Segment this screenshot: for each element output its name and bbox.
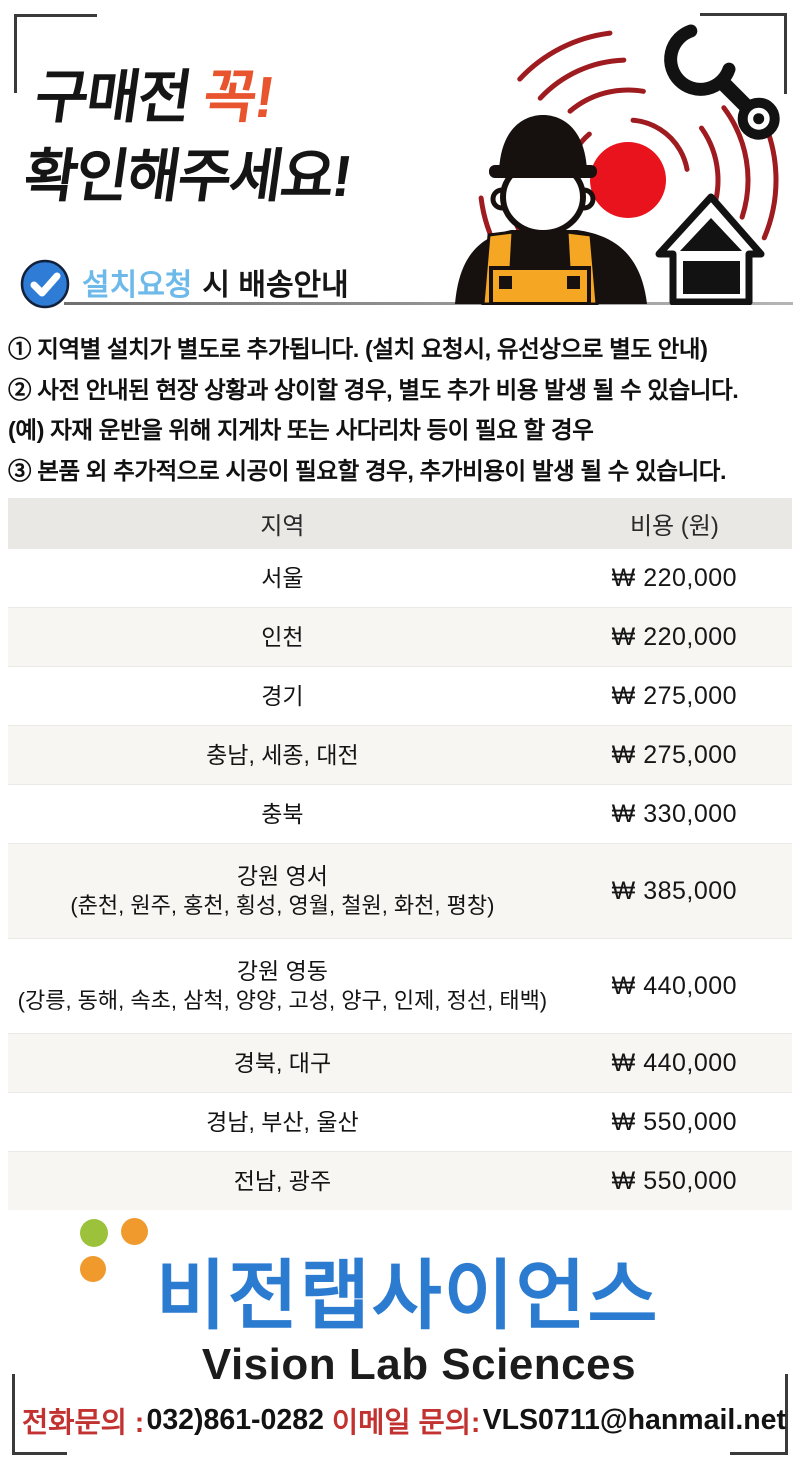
table-header-row: 지역 비용 (원) [8, 498, 792, 548]
region-name: 충북 [261, 801, 304, 827]
table-row: 강원 영동 (강릉, 동해, 속초, 삼척, 양양, 고성, 양구, 인제, 정선… [8, 938, 792, 1033]
table-row: 인천 ₩ 220,000 [8, 607, 792, 666]
cost-cell: ₩ 275,000 [611, 681, 738, 710]
wrench-icon [664, 24, 780, 140]
cost-cell: ₩ 440,000 [611, 1048, 738, 1077]
cost-cell: ₩ 550,000 [611, 1107, 738, 1136]
region-cell: 강원 영서 (춘천, 원주, 홍천, 횡성, 영월, 철원, 화천, 평창) [8, 861, 557, 921]
cost-cell: ₩ 550,000 [611, 1166, 738, 1195]
region-name: 강원 영서 [236, 863, 328, 889]
region-cell: 경기 [8, 681, 557, 711]
frame-bracket-top-left [14, 14, 97, 93]
title-line-1: 구매전 꼭! [30, 58, 367, 137]
table-row: 서울 ₩ 220,000 [8, 548, 792, 607]
table-row: 충남, 세종, 대전 ₩ 275,000 [8, 725, 792, 784]
frame-bracket-bottom-right [730, 1374, 788, 1455]
table-row: 경남, 부산, 울산 ₩ 550,000 [8, 1092, 792, 1151]
contact-line: 전화문의 : 032)861-0282 이메일 문의: VLS0711@hanm… [22, 1400, 786, 1441]
note-line-1: ① 지역별 설치가 별도로 추가됩니다. (설치 요청시, 유선상으로 별도 안… [8, 336, 708, 362]
region-name: 전남, 광주 [233, 1168, 332, 1194]
region-name: 인천 [261, 624, 304, 650]
region-cell: 인천 [8, 622, 557, 652]
region-cell: 서울 [8, 563, 557, 593]
page-title: 구매전 꼭! 확인해주세요! [19, 58, 367, 216]
house-icon [655, 193, 765, 305]
logo-dot-orange-bottom-icon [80, 1256, 106, 1282]
phone-label: 전화문의 : [22, 1407, 145, 1439]
badge-underline [64, 302, 793, 305]
logo-dot-orange-top-icon [121, 1218, 148, 1245]
table-row: 경북, 대구 ₩ 440,000 [8, 1033, 792, 1092]
badge-highlight-text: 설치요청 [82, 269, 193, 302]
note-line-3: (예) 자재 운반을 위해 지게차 또는 사다리차 등이 필요 할 경우 [8, 417, 594, 443]
table-row: 전남, 광주 ₩ 550,000 [8, 1151, 792, 1210]
frame-bracket-top-right [700, 13, 787, 94]
region-cell: 강원 영동 (강릉, 동해, 속초, 삼척, 양양, 고성, 양구, 인제, 정선… [8, 956, 557, 1016]
construction-worker-icon [455, 115, 647, 305]
cost-cell: ₩ 330,000 [611, 799, 738, 828]
email-label: 이메일 문의: [331, 1407, 481, 1439]
cost-cell: ₩ 440,000 [611, 971, 738, 1000]
region-name: 경남, 부산, 울산 [206, 1109, 359, 1135]
region-cell: 경남, 부산, 울산 [8, 1107, 557, 1137]
cost-cell: ₩ 385,000 [611, 876, 738, 905]
region-detail: (강릉, 동해, 속초, 삼척, 양양, 고성, 양구, 인제, 정선, 태백) [17, 988, 548, 1013]
installation-illustration [455, 24, 780, 305]
region-cell: 경북, 대구 [8, 1048, 557, 1078]
logo-dot-green-icon [80, 1219, 108, 1247]
title-line-2: 확인해주세요! [19, 144, 355, 209]
region-name: 충남, 세종, 대전 [206, 742, 359, 768]
table-row: 충북 ₩ 330,000 [8, 784, 792, 843]
region-cell: 전남, 광주 [8, 1166, 557, 1196]
frame-bracket-bottom-left [12, 1374, 67, 1455]
table-row: 경기 ₩ 275,000 [8, 666, 792, 725]
cost-cell: ₩ 220,000 [611, 563, 738, 592]
title-black-text: 구매전 [30, 65, 195, 130]
cost-column-header: 비용 (원) [629, 512, 719, 540]
region-name: 경기 [261, 683, 304, 709]
region-column-header: 지역 [260, 512, 305, 540]
region-price-table: 지역 비용 (원) 서울 ₩ 220,000 인천 ₩ 220,000 경기 ₩ 275,… [8, 498, 792, 1210]
cost-cell: ₩ 220,000 [611, 622, 738, 651]
company-logo-english: Vision Lab Sciences [201, 1340, 637, 1389]
cost-cell: ₩ 275,000 [611, 740, 738, 769]
region-name: 서울 [261, 565, 304, 591]
badge-rest-text: 시 배송안내 [202, 269, 349, 302]
red-dot-icon [590, 142, 666, 218]
price-table-body: 서울 ₩ 220,000 인천 ₩ 220,000 경기 ₩ 275,000 충남, 세종,… [8, 548, 792, 1210]
region-name: 경북, 대구 [233, 1050, 332, 1076]
region-name: 강원 영동 [236, 958, 328, 984]
region-detail: (춘천, 원주, 홍천, 횡성, 영월, 철원, 화천, 평창) [70, 893, 495, 918]
region-cell: 충남, 세종, 대전 [8, 740, 557, 770]
check-circle-icon [20, 259, 70, 309]
region-cell: 충북 [8, 799, 557, 829]
title-accent-text: 꼭! [199, 65, 278, 130]
email-address: VLS0711@hanmail.net [482, 1404, 787, 1436]
installation-notes: ① 지역별 설치가 별도로 추가됩니다. (설치 요청시, 유선상으로 별도 안… [8, 329, 798, 491]
section-heading: 설치요청 시 배송안내 [82, 260, 349, 304]
company-logo-korean: 비전랩사이언스 [156, 1254, 660, 1339]
note-line-2: ② 사전 안내된 현장 상황과 상이할 경우, 별도 추가 비용 발생 될 수 … [8, 376, 739, 403]
note-line-4: ③ 본품 외 추가적으로 시공이 필요할 경우, 추가비용이 발생 될 수 있습… [8, 457, 727, 484]
phone-number: 032)861-0282 [146, 1404, 324, 1436]
table-row: 강원 영서 (춘천, 원주, 홍천, 횡성, 영월, 철원, 화천, 평창) ₩ 3… [8, 843, 792, 938]
